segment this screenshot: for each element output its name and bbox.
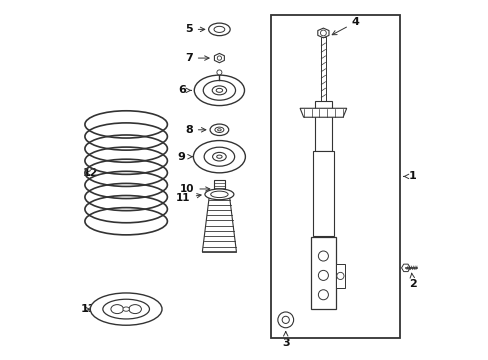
Ellipse shape	[216, 155, 222, 158]
Text: 7: 7	[184, 53, 209, 63]
Ellipse shape	[212, 152, 226, 161]
Text: 11: 11	[176, 193, 201, 203]
Circle shape	[217, 70, 222, 75]
Text: 8: 8	[184, 125, 205, 135]
Ellipse shape	[203, 81, 235, 100]
Ellipse shape	[217, 129, 221, 131]
Circle shape	[277, 312, 293, 328]
Ellipse shape	[128, 305, 141, 314]
Circle shape	[282, 316, 289, 323]
Text: 4: 4	[331, 17, 359, 35]
Bar	[314, 101, 331, 151]
Ellipse shape	[216, 88, 222, 92]
Ellipse shape	[194, 75, 244, 105]
Ellipse shape	[111, 305, 123, 314]
Ellipse shape	[214, 26, 224, 32]
Ellipse shape	[193, 140, 245, 173]
Circle shape	[217, 56, 221, 60]
Text: 10: 10	[180, 184, 209, 194]
Bar	[213, 180, 224, 198]
Polygon shape	[317, 28, 328, 38]
Bar	[271, 15, 400, 338]
Ellipse shape	[208, 23, 230, 36]
Circle shape	[318, 290, 328, 300]
Circle shape	[336, 273, 344, 279]
Polygon shape	[214, 53, 224, 63]
Text: 3: 3	[282, 332, 289, 348]
Circle shape	[318, 270, 328, 280]
Ellipse shape	[212, 86, 226, 95]
Polygon shape	[202, 194, 236, 252]
Bar	[312, 151, 333, 235]
Ellipse shape	[90, 293, 162, 325]
Bar	[321, 37, 325, 101]
Bar	[310, 237, 335, 309]
Text: 12: 12	[82, 168, 98, 178]
Ellipse shape	[214, 127, 224, 132]
Text: 6: 6	[178, 85, 191, 95]
Ellipse shape	[102, 299, 149, 319]
Ellipse shape	[204, 189, 233, 200]
Ellipse shape	[122, 307, 129, 311]
Polygon shape	[401, 264, 409, 271]
Circle shape	[320, 30, 325, 36]
Ellipse shape	[203, 147, 234, 166]
Text: 9: 9	[178, 152, 192, 162]
Bar	[335, 264, 344, 288]
Ellipse shape	[210, 124, 228, 135]
Text: 13: 13	[81, 304, 96, 314]
Polygon shape	[300, 108, 346, 117]
Text: 5: 5	[185, 24, 204, 35]
Circle shape	[318, 251, 328, 261]
Text: 1: 1	[403, 171, 416, 181]
Ellipse shape	[210, 191, 227, 198]
Text: 2: 2	[408, 273, 416, 289]
